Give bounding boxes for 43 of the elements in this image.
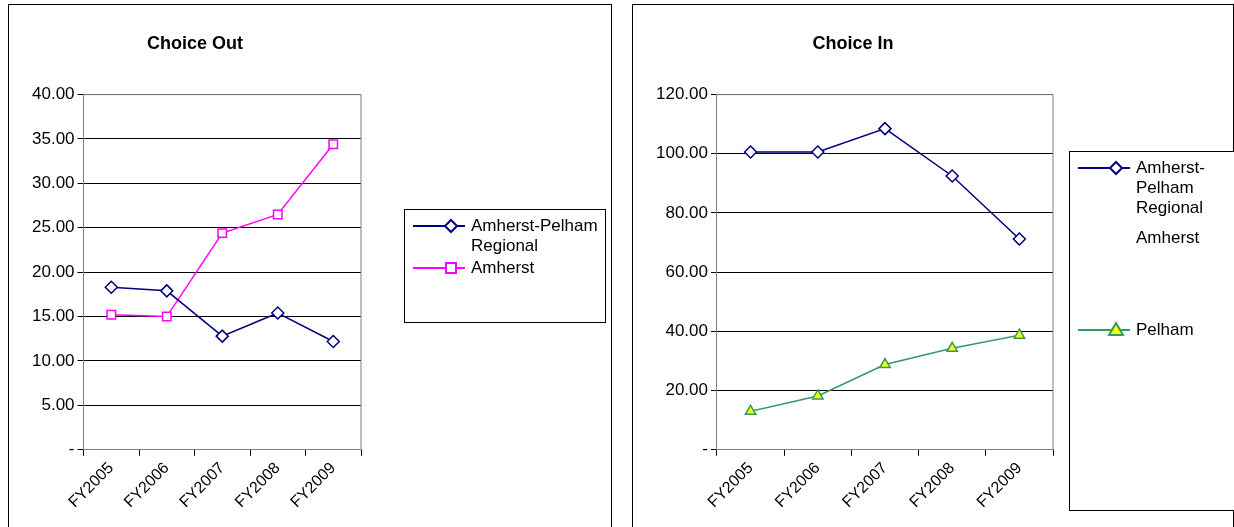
point [104,280,119,295]
point [1012,232,1027,246]
point [271,306,285,320]
point [811,389,824,400]
y-tick-label: - [68,439,75,459]
point [743,145,758,159]
y-tick-label: 60.00 [665,261,708,281]
y-tick-label: - [702,439,708,459]
y-tick-label: 20.00 [665,380,708,400]
y-tick-label: 120.00 [656,84,708,104]
legend-label: Amherst-Pelham Regional [471,216,599,256]
y-tick-label: 35.00 [31,128,75,148]
point [879,357,891,369]
chart-title: Choice Out [146,32,244,53]
y-tick-label: 80.00 [665,202,708,222]
y-tick-label: 30.00 [31,173,75,193]
y-tick-label: 15.00 [31,306,75,326]
point [160,284,174,298]
point [744,404,757,416]
y-tick-label: 5.00 [41,395,75,415]
point [217,228,228,239]
point [811,145,825,159]
legend-label: Amherst-Pelham Regional [1136,158,1206,218]
y-tick-label: 100.00 [656,143,708,163]
point [878,121,892,136]
point [215,329,230,343]
y-tick-label: 10.00 [31,350,75,370]
legend-label: Amherst [471,258,535,278]
text: Amherst [1136,228,1200,248]
point [106,309,117,320]
y-tick-label: 40.00 [665,321,708,341]
point [945,169,959,183]
y-tick-label: 40.00 [31,84,75,104]
point [1013,328,1026,339]
point [326,334,340,349]
legend-label: Pelham [1136,320,1194,340]
point [946,341,959,353]
y-tick-label: 25.00 [31,217,75,237]
point [161,311,172,322]
point [328,139,339,150]
point [272,209,283,220]
chart-title: Choice In [812,32,894,53]
y-tick-label: 20.00 [31,261,75,281]
